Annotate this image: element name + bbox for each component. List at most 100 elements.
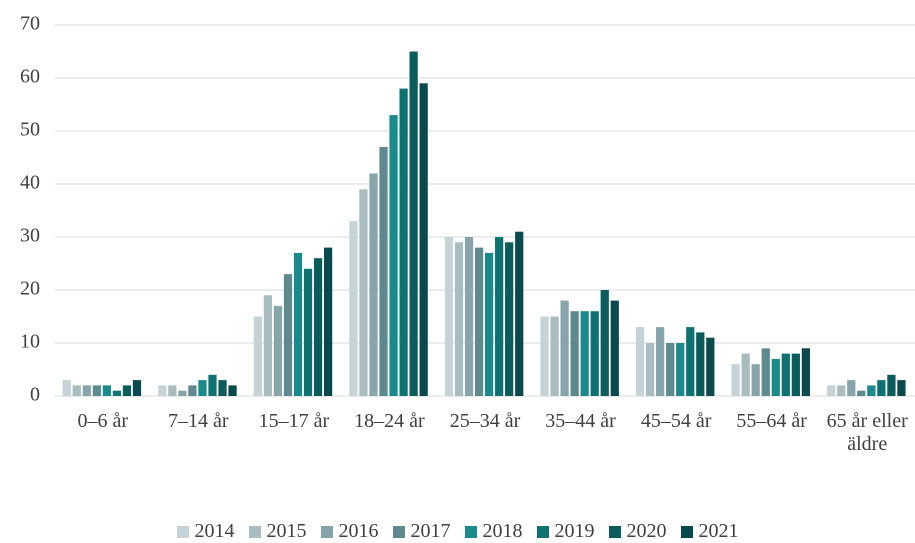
bar bbox=[158, 385, 167, 396]
legend-label: 2018 bbox=[482, 520, 523, 542]
y-tick-label: 10 bbox=[20, 331, 40, 353]
bar bbox=[263, 295, 273, 396]
legend-item: 2018 bbox=[464, 520, 523, 543]
bar bbox=[751, 364, 760, 396]
bar bbox=[485, 252, 494, 396]
bar bbox=[560, 300, 569, 396]
bar bbox=[696, 332, 705, 396]
legend-label: 2015 bbox=[266, 520, 307, 542]
bar bbox=[897, 380, 906, 396]
bar bbox=[515, 231, 524, 396]
legend-label: 2017 bbox=[410, 520, 451, 542]
x-tick-label: 15–17 år bbox=[258, 410, 330, 432]
legend-item: 2014 bbox=[176, 520, 235, 543]
bar bbox=[72, 385, 81, 396]
bar bbox=[168, 385, 177, 396]
bar bbox=[273, 305, 283, 396]
bar bbox=[92, 385, 101, 396]
bar bbox=[656, 327, 665, 396]
bar bbox=[283, 274, 293, 396]
bar bbox=[349, 221, 358, 396]
y-tick-label: 50 bbox=[20, 119, 40, 141]
y-tick-label: 30 bbox=[20, 225, 40, 247]
bar bbox=[867, 385, 876, 396]
bar bbox=[198, 380, 207, 396]
bar bbox=[409, 51, 418, 396]
legend-label: 2020 bbox=[626, 520, 667, 542]
bar bbox=[208, 374, 217, 396]
bar bbox=[731, 364, 740, 396]
bar bbox=[781, 353, 790, 396]
legend-swatch bbox=[608, 525, 621, 538]
legend-item: 2015 bbox=[248, 520, 307, 543]
legend-item: 2020 bbox=[608, 520, 667, 543]
legend-label: 2021 bbox=[698, 520, 739, 542]
legend-swatch bbox=[464, 525, 477, 538]
bar bbox=[540, 316, 549, 396]
bar bbox=[379, 146, 388, 396]
bar bbox=[132, 380, 142, 396]
bar bbox=[102, 385, 112, 396]
bar bbox=[610, 300, 619, 396]
bar bbox=[464, 237, 474, 396]
bar bbox=[474, 247, 484, 396]
bar bbox=[419, 83, 428, 397]
bar bbox=[505, 242, 514, 396]
y-tick-label: 20 bbox=[20, 278, 40, 300]
x-tick-label: 55–64 år bbox=[736, 410, 807, 432]
bar bbox=[178, 390, 187, 396]
legend-swatch bbox=[248, 525, 261, 538]
bar bbox=[857, 390, 866, 396]
bar bbox=[228, 385, 237, 396]
bar bbox=[847, 380, 856, 396]
bar bbox=[303, 268, 313, 396]
x-tick-label: 25–34 år bbox=[449, 410, 521, 432]
x-tick-label: 65 år eller äldre bbox=[826, 410, 908, 455]
bar bbox=[646, 343, 655, 396]
legend-label: 2019 bbox=[554, 520, 595, 542]
legend-swatch bbox=[320, 525, 333, 538]
bar bbox=[389, 115, 398, 396]
bar bbox=[706, 337, 715, 396]
bar bbox=[887, 374, 896, 396]
y-tick-label: 60 bbox=[20, 66, 40, 88]
bar bbox=[761, 348, 770, 396]
legend-label: 2016 bbox=[338, 520, 379, 542]
bar bbox=[635, 327, 645, 396]
x-tick-label: 35–44 år bbox=[545, 410, 616, 432]
y-tick-label: 70 bbox=[20, 13, 40, 35]
plot-area: 0 10 20 30 40 50 60 70 bbox=[20, 13, 915, 406]
bar bbox=[580, 311, 589, 396]
bar bbox=[323, 247, 333, 396]
bar bbox=[570, 311, 579, 396]
bar bbox=[600, 290, 609, 396]
bar bbox=[590, 311, 599, 396]
x-tick-label: 18–24 år bbox=[354, 410, 425, 432]
y-tick-label: 40 bbox=[20, 172, 40, 194]
bar bbox=[313, 258, 323, 396]
x-tick-label: 45–54 år bbox=[640, 410, 712, 432]
bar bbox=[253, 316, 262, 396]
bar bbox=[82, 385, 91, 396]
bar bbox=[771, 358, 780, 396]
bar bbox=[791, 353, 800, 396]
legend-item: 2016 bbox=[320, 520, 379, 543]
bar bbox=[369, 173, 378, 396]
bar bbox=[359, 189, 368, 396]
bar bbox=[741, 353, 750, 396]
bar bbox=[293, 252, 303, 396]
legend-item: 2019 bbox=[536, 520, 595, 543]
bar bbox=[686, 327, 695, 396]
legend-swatch bbox=[176, 525, 189, 538]
bar bbox=[877, 380, 886, 396]
legend-item: 2017 bbox=[392, 520, 451, 543]
bar bbox=[495, 237, 504, 396]
legend-label: 2014 bbox=[194, 520, 235, 542]
bar bbox=[801, 348, 810, 396]
bar bbox=[837, 385, 846, 396]
legend-swatch bbox=[536, 525, 549, 538]
x-tick-label: 0–6 år bbox=[77, 410, 129, 432]
bar bbox=[444, 237, 454, 396]
bar bbox=[550, 316, 559, 396]
